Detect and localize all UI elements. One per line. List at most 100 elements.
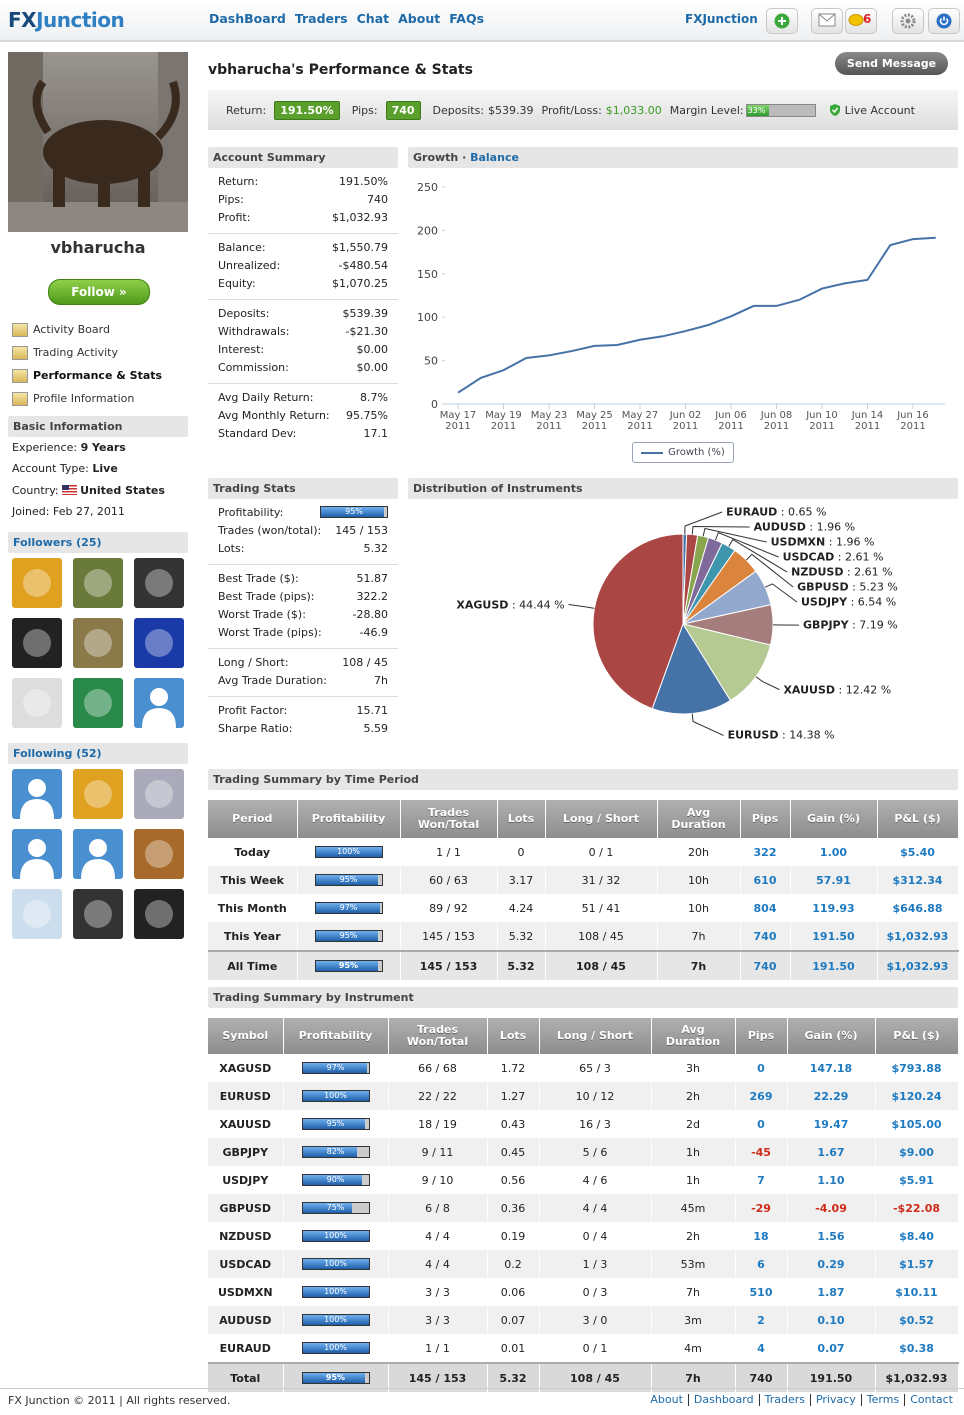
cell: This Month — [208, 894, 298, 922]
settings-button[interactable] — [892, 8, 924, 34]
bar-label: 95% — [339, 931, 358, 940]
avatar[interactable] — [12, 889, 62, 939]
x-tick-label: May 25 2011 — [576, 410, 613, 432]
column-header[interactable]: Long / Short — [545, 800, 658, 838]
footer-link[interactable]: About — [650, 1393, 683, 1406]
footer-link[interactable]: Traders — [758, 1394, 810, 1406]
messages-button[interactable]: 6 — [845, 8, 877, 34]
avatar[interactable] — [73, 829, 123, 879]
avatar[interactable] — [73, 769, 123, 819]
cell-text: 22.29 — [813, 1089, 849, 1103]
column-header[interactable]: Pips — [735, 1018, 788, 1054]
stats-bar: Return: 191.50% Pips: 740 Deposits: $539.39… — [208, 90, 958, 130]
logo[interactable]: FXJunction — [8, 8, 125, 32]
cell-text: $5.91 — [899, 1173, 934, 1187]
avatar[interactable] — [12, 769, 62, 819]
avatar[interactable] — [73, 889, 123, 939]
column-header[interactable]: Lots — [487, 1018, 540, 1054]
avatar[interactable] — [134, 889, 184, 939]
column-header[interactable]: Gain (%) — [787, 1018, 876, 1054]
avatar[interactable] — [73, 618, 123, 668]
stat-row: Profit Factor: 15.71 — [218, 702, 388, 720]
avatar[interactable] — [134, 558, 184, 608]
cell-text: $10.11 — [895, 1285, 938, 1299]
column-header[interactable]: Avg Duration — [657, 800, 741, 838]
add-button[interactable] — [766, 8, 798, 34]
column-header[interactable]: P&L ($) — [877, 800, 959, 838]
column-header[interactable]: Long / Short — [539, 1018, 652, 1054]
cell-text: 6 / 8 — [425, 1201, 450, 1215]
cell-text: $8.40 — [899, 1229, 934, 1243]
menu-item[interactable]: Trading Activity — [12, 341, 188, 364]
mail-button[interactable] — [811, 8, 843, 34]
nav-link[interactable]: DashBoard — [209, 11, 286, 26]
stat-row: Profit: $1,032.93 — [218, 209, 388, 227]
username: vbharucha — [50, 238, 146, 257]
cell: $9.00 — [875, 1138, 959, 1166]
cell-text: $9.00 — [899, 1145, 934, 1159]
avatar[interactable] — [134, 829, 184, 879]
x-tick-label: Jun 02 2011 — [669, 410, 702, 432]
column-header[interactable]: Symbol — [208, 1018, 284, 1054]
avatar-image — [145, 840, 173, 868]
column-header[interactable]: Gain (%) — [790, 800, 878, 838]
footer-link[interactable]: Privacy — [809, 1394, 861, 1406]
pie-label: XAUUSD12.42 % — [783, 683, 891, 696]
column-header[interactable]: Avg Duration — [651, 1018, 736, 1054]
legend[interactable]: Growth (%) — [632, 442, 734, 463]
avatar[interactable] — [12, 558, 62, 608]
menu-item[interactable]: Performance & Stats — [12, 364, 188, 387]
cell: 0 / 1 — [539, 1334, 652, 1363]
info-label: Account Type: — [12, 462, 89, 476]
follow-button[interactable]: Follow » — [48, 279, 150, 305]
column-header[interactable]: Trades Won/Total — [388, 1018, 488, 1054]
avatar[interactable] — [12, 829, 62, 879]
cell-text: NZDUSD — [219, 1229, 272, 1243]
logout-button[interactable] — [928, 8, 960, 34]
panel-header: Distribution of Instruments — [408, 478, 958, 499]
avatar-image — [84, 900, 112, 928]
cell: 740 — [735, 1362, 788, 1392]
menu-item[interactable]: Profile Information — [12, 387, 188, 410]
column-header[interactable]: Pips — [740, 800, 791, 838]
cell: 1.10 — [787, 1166, 876, 1194]
cell: $5.40 — [877, 838, 959, 866]
avatar[interactable] — [134, 678, 184, 728]
table-row: USDCAD 100% 4 / 4 0.2 1 / 3 53m 6 0.29 $1.57 — [208, 1250, 959, 1278]
avatar[interactable] — [12, 678, 62, 728]
avatar[interactable] — [73, 558, 123, 608]
column-header[interactable]: Period — [208, 800, 298, 838]
nav-link[interactable]: About — [398, 11, 441, 26]
cell-text: 66 / 68 — [418, 1061, 457, 1075]
pie-label: EURAUD0.65 % — [726, 506, 826, 519]
table-row: USDMXN 100% 3 / 3 0.06 0 / 3 7h 510 1.87 $10.11 — [208, 1278, 959, 1306]
avatar[interactable] — [134, 618, 184, 668]
nav-link[interactable]: FAQs — [449, 11, 485, 26]
cell: 97% — [297, 894, 401, 922]
following-header[interactable]: Following (52) — [8, 743, 188, 764]
trading-stats: Trading Stats Profitability: 95% Trades (wo… — [208, 478, 398, 744]
footer-link[interactable]: Contact — [904, 1394, 958, 1406]
column-header[interactable]: Trades Won/Total — [400, 800, 498, 838]
cell-text: 145 / 153 — [408, 1371, 467, 1385]
column-header[interactable]: Lots — [497, 800, 546, 838]
cell-text: 1.56 — [817, 1229, 845, 1243]
menu-item[interactable]: Activity Board — [12, 318, 188, 341]
column-header[interactable]: Profitability — [297, 800, 401, 838]
brand-link[interactable]: FXJunction — [685, 12, 758, 26]
footer-link[interactable]: Dashboard — [687, 1394, 759, 1406]
avatar[interactable] — [134, 769, 184, 819]
column-header[interactable]: Profitability — [283, 1018, 389, 1054]
cell: USDMXN — [208, 1278, 284, 1306]
tab[interactable]: Growth — [413, 151, 459, 164]
nav-link[interactable]: Traders — [294, 11, 348, 26]
avatar[interactable] — [73, 678, 123, 728]
send-message-button[interactable]: Send Message — [835, 52, 948, 75]
avatar[interactable] — [12, 618, 62, 668]
column-header[interactable]: P&L ($) — [875, 1018, 959, 1054]
followers-header[interactable]: Followers (25) — [8, 532, 188, 553]
tab[interactable]: Balance — [458, 151, 519, 164]
footer-link[interactable]: Terms — [860, 1394, 904, 1406]
nav-link[interactable]: Chat — [356, 11, 390, 26]
cell-text: GBPUSD — [219, 1201, 271, 1215]
